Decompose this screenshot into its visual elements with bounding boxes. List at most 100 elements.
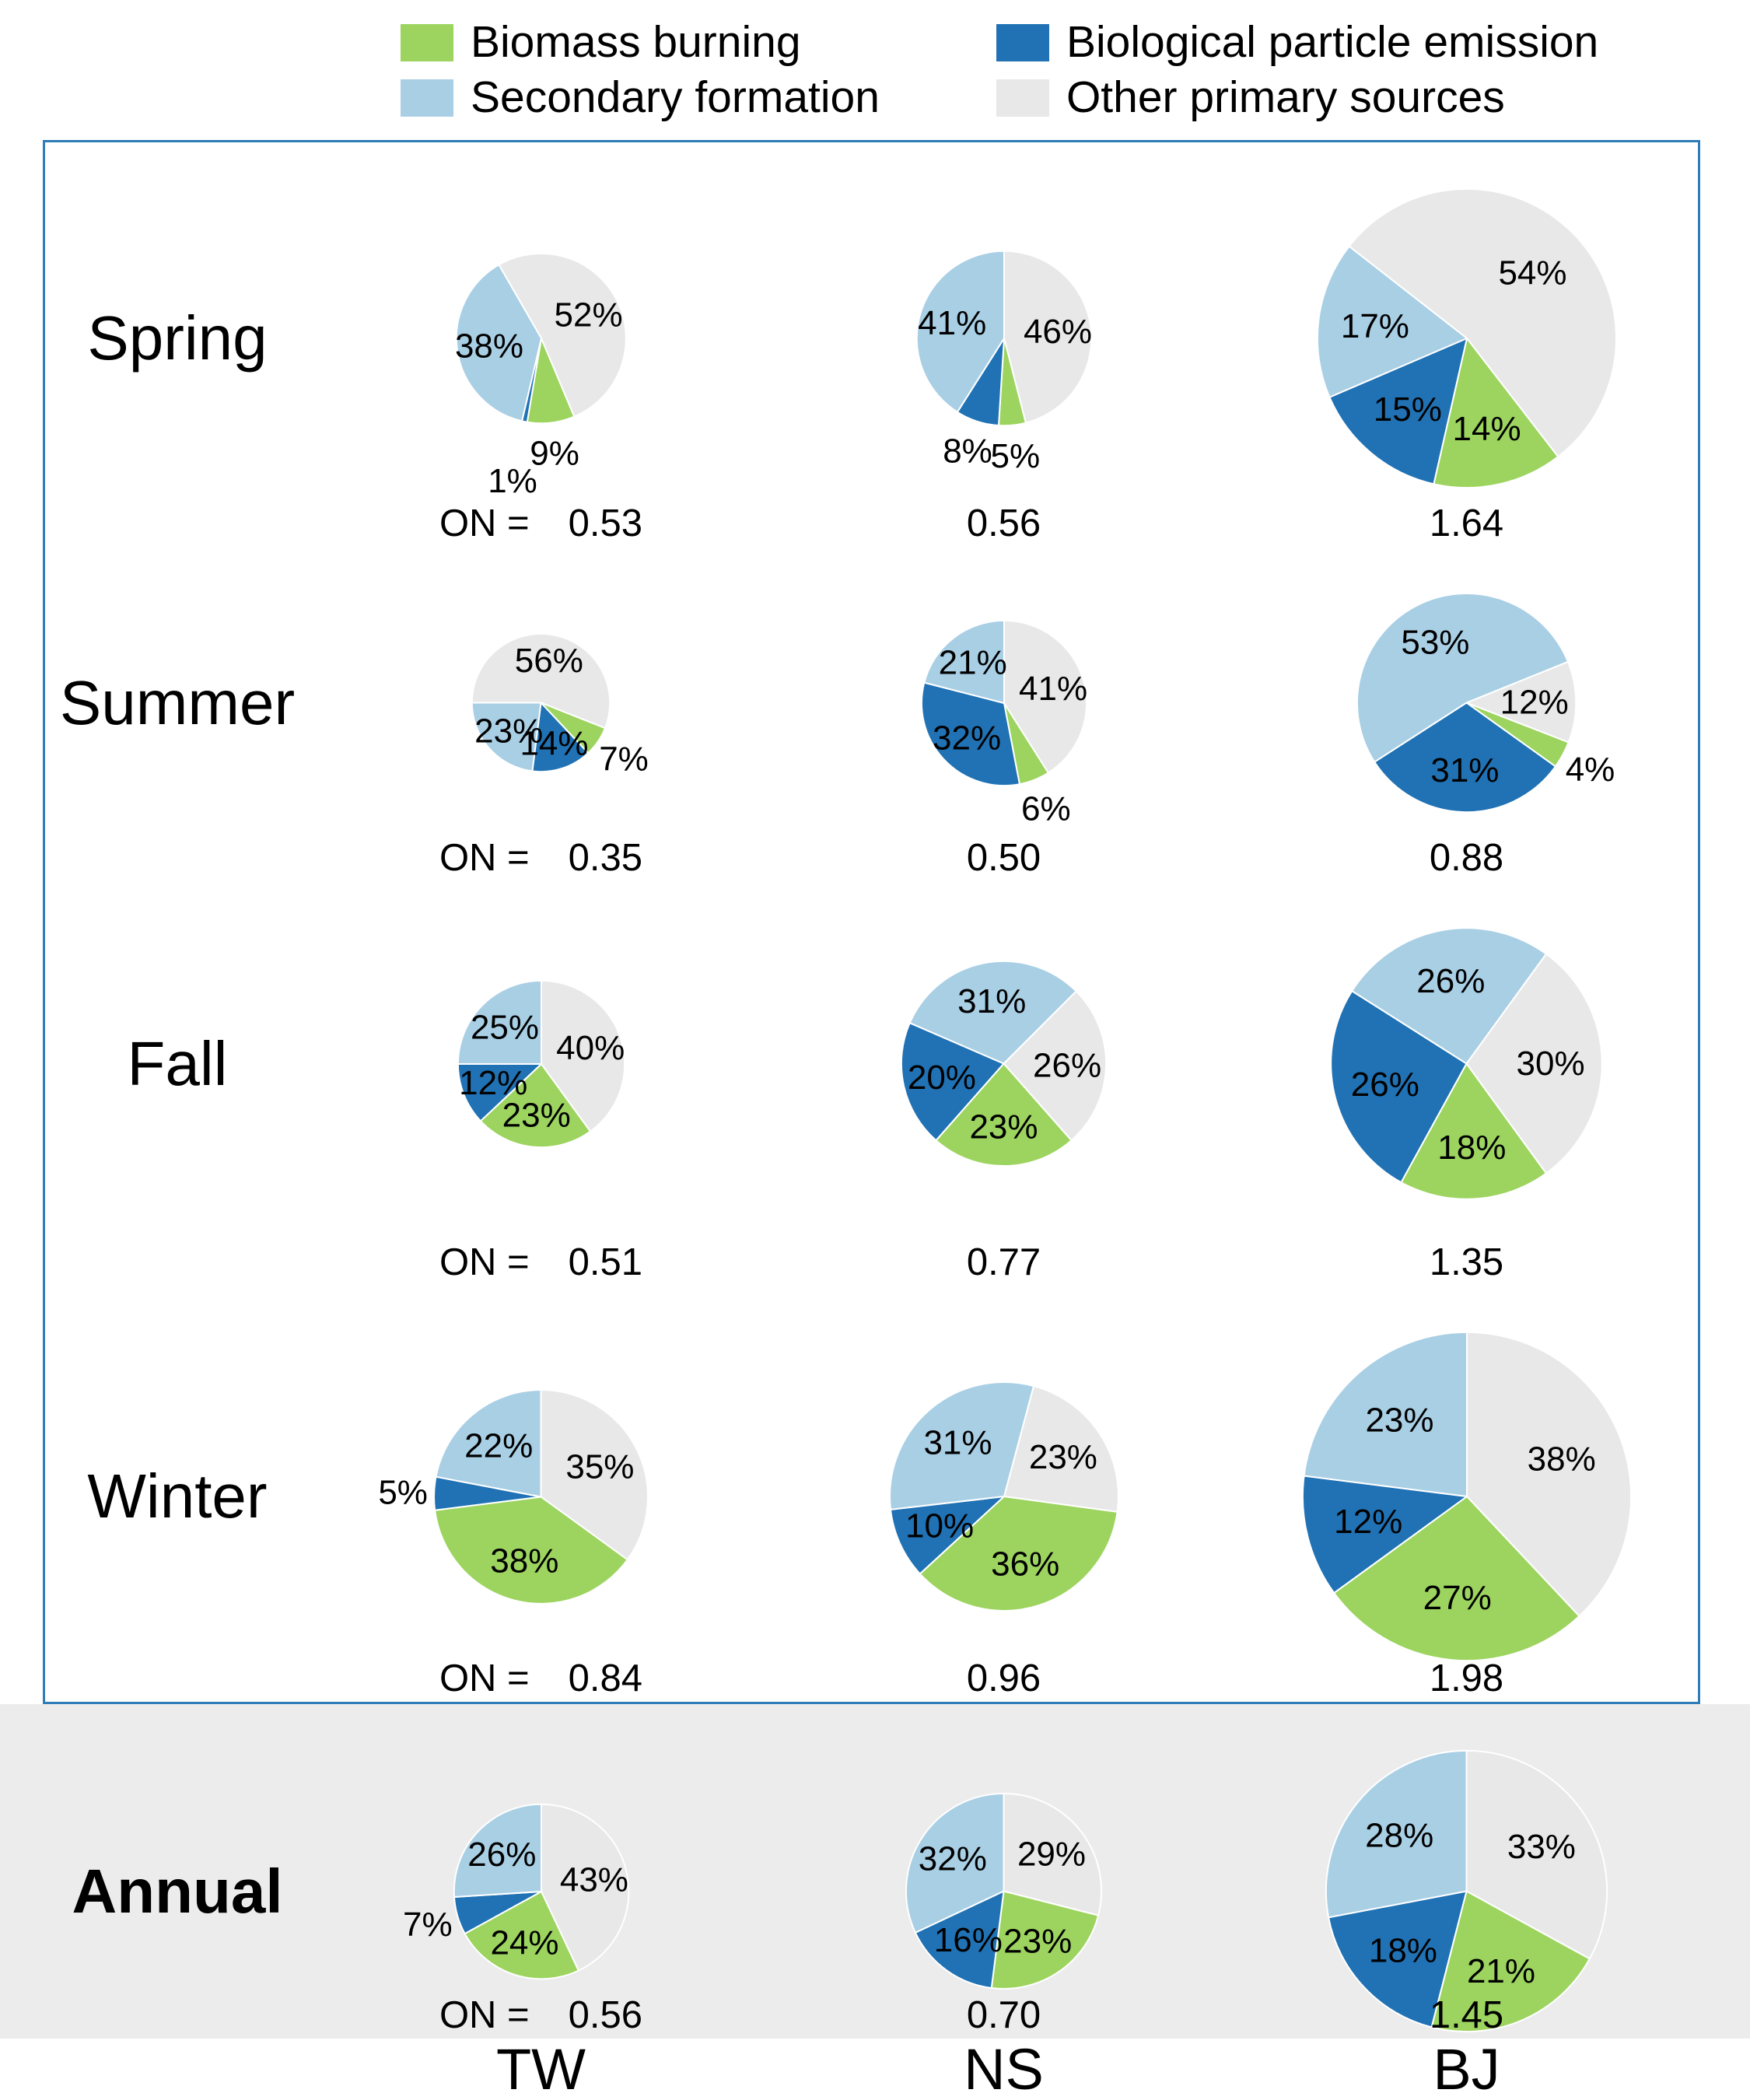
pct-label-secondary: 41% (918, 304, 986, 342)
on-value: 0.56 (568, 1994, 643, 2036)
pie-slice-secondary (1303, 1331, 1468, 1497)
pie-slice-other (1003, 990, 1108, 1142)
pct-label-other: 26% (1033, 1047, 1101, 1085)
legend-item-secondary: Secondary formation (401, 75, 880, 120)
pct-label-other: 41% (1019, 670, 1087, 708)
site-label-bj: BJ (1433, 2037, 1500, 2100)
on-cell-fall-ns: 0.77 (967, 1241, 1041, 1284)
pie-cell-summer-ns: 41% 6% 32% 21% (875, 574, 1133, 832)
on-equals-label: ON = (439, 1994, 530, 2036)
pie-cell-annual-tw: 43% 24% 7% 26% (403, 1758, 675, 2025)
pct-label-biomass: 24% (490, 1923, 558, 1962)
pie-chart-spring-bj: 54% 14% 15% 17% (1316, 187, 1617, 489)
pie-slice-other (540, 979, 625, 1132)
season-row-spring: Spring 52% 9% 1% 38% 46% 5% 8% 41% 54% 14% 15% 17% (45, 142, 1698, 500)
pie-slice-secondary (471, 702, 542, 772)
pct-label-biomass: 9% (530, 435, 579, 473)
pct-label-secondary: 25% (470, 1008, 538, 1046)
pct-label-biomass: 23% (969, 1108, 1038, 1146)
pie-slice-other (1003, 250, 1092, 424)
on-value: 0.53 (568, 502, 643, 544)
pie-slice-biological (1330, 990, 1468, 1184)
pie-chart-fall-bj: 30% 18% 26% 26% (1330, 927, 1603, 1200)
legend-label-biological: Biological particle emission (1066, 17, 1599, 67)
pie-slice-biomass (919, 1496, 1118, 1612)
pie-slice-biological (914, 1890, 1005, 1989)
pct-label-secondary: 17% (1340, 307, 1409, 345)
pie-slice-biomass (479, 1062, 591, 1148)
pie-slice-other (471, 632, 611, 730)
pie-cell-annual-bj: 33% 21% 18% 28% (1279, 1704, 1654, 2078)
pct-label-other: 30% (1517, 1045, 1585, 1083)
pie-cell-spring-ns: 46% 5% 8% 41% (870, 205, 1138, 475)
season-row-annual: Annual 43% 24% 7% 26% 29% 23% 16% 32% 33% 21% 18% 28… (45, 1704, 1750, 2033)
pie-slice-biological (457, 1062, 542, 1122)
on-equals-label: ON = (439, 1241, 530, 1283)
pct-label-biological: 14% (520, 724, 588, 762)
pie-cell-winter-bj: 38% 27% 12% 23% (1256, 1286, 1678, 1707)
pct-label-biological: 10% (905, 1507, 974, 1545)
legend-swatch-other-icon (996, 79, 1049, 117)
pct-label-biomass: 7% (599, 740, 649, 778)
pct-label-biological: 1% (488, 462, 537, 500)
on-cell-annual-bj: 1.45 (1430, 1993, 1503, 2037)
pie-slice-secondary (908, 960, 1077, 1065)
pie-slice-other (1348, 187, 1617, 458)
pie-chart-fall-tw: 40% 23%12% 25% (457, 979, 625, 1148)
pie-slice-other (497, 253, 627, 418)
on-value: 0.51 (568, 1241, 643, 1283)
pie-cell-fall-ns: 26% 23% 20% 31% (855, 915, 1153, 1213)
pct-label-secondary: 28% (1365, 1817, 1433, 1855)
row-label-fall: Fall (127, 1028, 228, 1098)
pct-label-biological: 32% (933, 719, 1001, 757)
pie-chart-annual-tw: 43%24% 7% 26% (403, 1803, 629, 1979)
pie-slice-biomass (1430, 1890, 1591, 2033)
on-value: 0.77 (966, 1241, 1041, 1283)
pie-slice-biological (889, 1496, 1005, 1575)
row-label-spring: Spring (87, 303, 268, 373)
pie-slice-other (1465, 660, 1577, 744)
pie-chart-spring-ns: 46% 5%8% 41% (915, 250, 1092, 475)
legend-label-other: Other primary sources (1066, 72, 1505, 122)
pie-slice-biological (900, 1022, 1005, 1142)
legend-label-secondary: Secondary formation (471, 72, 880, 122)
on-equals-label: ON = (439, 1657, 530, 1699)
pie-chart-fall-ns: 26% 23% 20% 31% (900, 960, 1108, 1167)
on-value: 1.35 (1429, 1241, 1504, 1283)
pie-slice-biological (531, 702, 590, 773)
pie-chart-winter-tw: 35% 38% 5% 22% (378, 1388, 649, 1605)
pie-slice-secondary (888, 1381, 1034, 1510)
pct-label-biomass: 27% (1423, 1579, 1491, 1617)
pie-slice-biomass (1400, 1062, 1547, 1200)
on-value: 0.96 (966, 1657, 1041, 1699)
legend-label-biomass: Biomass burning (471, 17, 801, 67)
pie-slice-biomass (434, 1496, 628, 1605)
on-cell-annual-ns: 0.70 (967, 1993, 1041, 2037)
pct-label-other: 52% (554, 296, 622, 334)
pie-slice-secondary (457, 979, 542, 1065)
pie-slice-secondary (1325, 1749, 1468, 1919)
pct-label-other: 54% (1498, 254, 1566, 292)
on-value: 0.88 (1429, 837, 1504, 879)
legend-swatch-biomass-icon (401, 23, 453, 61)
pct-label-biological: 15% (1373, 390, 1441, 429)
on-equals-label: ON = (439, 837, 530, 879)
pct-label-secondary: 26% (467, 1835, 536, 1873)
pie-chart-annual-bj: 33% 21% 18% 28% (1325, 1749, 1608, 2033)
on-cell-fall-tw: ON = 0.51 (439, 1241, 642, 1284)
pct-label-secondary: 23% (1365, 1401, 1433, 1439)
pie-cell-annual-ns: 29% 23% 16% 32% (859, 1747, 1148, 2035)
pie-slice-biomass (990, 1890, 1100, 1990)
pct-label-secondary: 21% (938, 643, 1006, 681)
pie-slice-secondary (453, 1803, 542, 1898)
pie-slice-biological (1301, 1475, 1468, 1594)
pie-slice-other (1003, 1385, 1119, 1513)
row-label-annual: Annual (72, 1856, 283, 1926)
legend: Biomass burning Secondary formation Biolog… (401, 20, 1598, 120)
pie-cell-fall-bj: 30% 18% 26% 26% (1284, 881, 1649, 1246)
pie-cell-summer-tw: 56% 7% 14% 23% (425, 587, 656, 818)
pct-label-biological: 16% (934, 1921, 1003, 1959)
pct-label-biological: 20% (908, 1059, 976, 1097)
pct-label-secondary: 26% (1416, 962, 1485, 1000)
